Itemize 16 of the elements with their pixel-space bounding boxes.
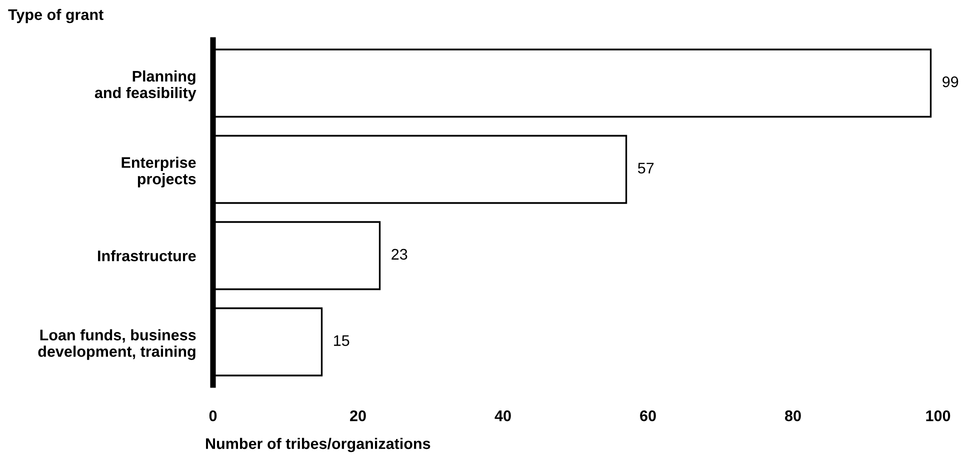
x-tick-label: 20 bbox=[350, 410, 366, 422]
data-label: 15 bbox=[334, 335, 350, 346]
x-tick-label: 40 bbox=[494, 410, 511, 422]
x-tick-label: 100 bbox=[926, 410, 950, 422]
x-axis-title: Number of tribes/organizations bbox=[206, 438, 430, 452]
x-tick-label: 80 bbox=[784, 410, 801, 422]
y-tick-label: Infrastructure bbox=[98, 250, 196, 262]
y-tick-label: Planning and feasibility bbox=[94, 70, 196, 102]
x-tick-label: 0 bbox=[209, 410, 217, 422]
x-tick-label: 60 bbox=[640, 410, 656, 422]
data-label: 57 bbox=[638, 162, 654, 174]
y-axis-title: Type of grant bbox=[8, 8, 104, 24]
y-tick-label: Enterprise projects bbox=[122, 156, 196, 188]
data-label: 99 bbox=[942, 76, 958, 88]
y-tick-label: Loan funds, business development, training bbox=[38, 329, 196, 360]
data-label: 23 bbox=[392, 248, 408, 260]
